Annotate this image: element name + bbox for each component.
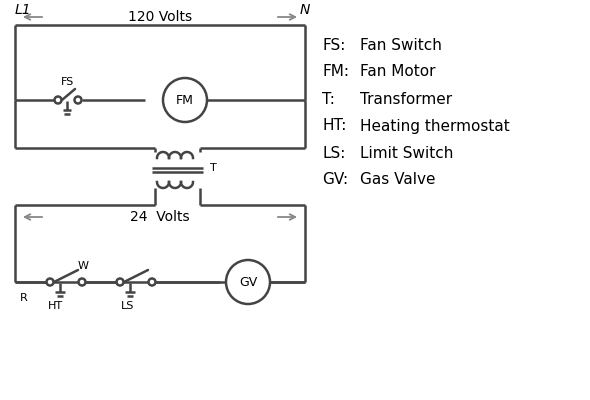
Circle shape [116,278,123,286]
Circle shape [149,278,156,286]
Circle shape [78,278,86,286]
Text: R: R [20,293,28,303]
Text: T: T [210,163,217,173]
Text: LS:: LS: [322,146,345,160]
Circle shape [54,96,61,104]
Text: W: W [77,261,88,271]
Text: Gas Valve: Gas Valve [360,172,435,188]
Text: FS: FS [60,77,74,87]
Text: Fan Switch: Fan Switch [360,38,442,52]
Text: FM: FM [176,94,194,106]
Text: GV:: GV: [322,172,348,188]
Circle shape [163,78,207,122]
Circle shape [74,96,81,104]
Circle shape [47,278,54,286]
Text: Limit Switch: Limit Switch [360,146,453,160]
Text: FM:: FM: [322,64,349,80]
Circle shape [226,260,270,304]
Text: Transformer: Transformer [360,92,452,106]
Text: FS:: FS: [322,38,345,52]
Text: Heating thermostat: Heating thermostat [360,118,510,134]
Text: Fan Motor: Fan Motor [360,64,435,80]
Text: 24  Volts: 24 Volts [130,210,190,224]
Text: N: N [300,3,310,17]
Text: GV: GV [239,276,257,288]
Text: HT: HT [47,301,63,311]
Text: 120 Volts: 120 Volts [128,10,192,24]
Text: T:: T: [322,92,335,106]
Text: LS: LS [122,301,135,311]
Text: HT:: HT: [322,118,346,134]
Text: L1: L1 [15,3,32,17]
